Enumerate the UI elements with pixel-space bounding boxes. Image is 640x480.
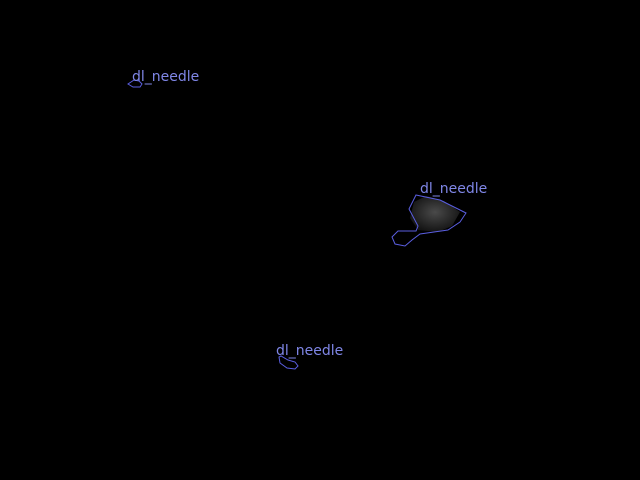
annotation-label-2: dl_needle xyxy=(420,181,488,197)
annotation-label-1: dl_needle xyxy=(132,69,200,85)
annotation-outline-1 xyxy=(127,79,143,88)
needle-object-blob xyxy=(410,196,460,232)
annotation-outline-3 xyxy=(278,355,299,370)
annotation-outline-2 xyxy=(391,194,467,247)
annotation-label-3: dl_needle xyxy=(276,343,344,359)
